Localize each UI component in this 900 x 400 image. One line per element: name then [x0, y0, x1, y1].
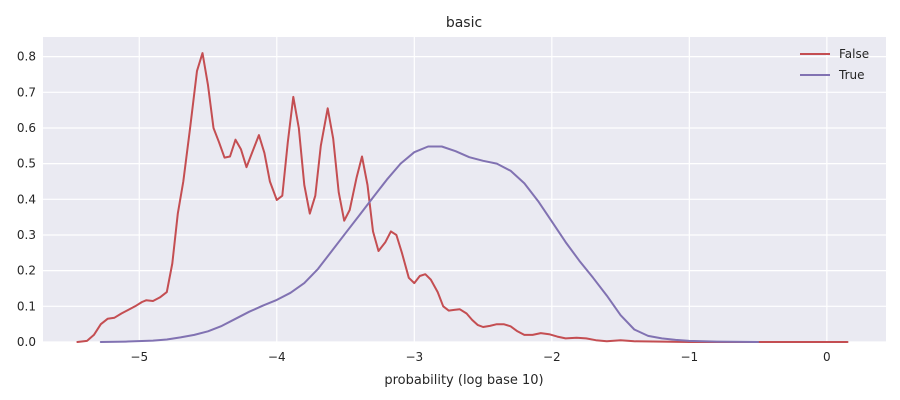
y-tick-label: 0.0	[17, 335, 36, 349]
plot-background	[43, 37, 886, 342]
y-tick-label: 0.6	[17, 121, 36, 135]
legend-label-false: False	[839, 47, 869, 61]
chart-title: basic	[446, 15, 482, 31]
y-tick-label: 0.8	[17, 50, 36, 64]
y-tick-label: 0.3	[17, 228, 36, 242]
series-layer	[76, 52, 849, 343]
x-tick-label: 0	[823, 350, 831, 364]
series-line-false	[76, 52, 849, 343]
x-tick-label: −4	[268, 350, 286, 364]
legend-label-true: True	[838, 68, 865, 82]
x-tick-label: −5	[130, 350, 148, 364]
x-tick-label: −3	[405, 350, 423, 364]
y-tick-label: 0.5	[17, 157, 36, 171]
y-tick-label: 0.1	[17, 299, 36, 313]
x-axis-ticks: −5 −4 −3 −2 −1 0	[130, 350, 830, 364]
grid	[43, 37, 886, 343]
x-tick-label: −2	[543, 350, 561, 364]
x-axis-label: probability (log base 10)	[384, 373, 543, 388]
y-axis-ticks: 0.0 0.1 0.2 0.3 0.4 0.5 0.6 0.7 0.8	[17, 50, 36, 349]
y-tick-label: 0.2	[17, 264, 36, 278]
x-tick-label: −1	[680, 350, 698, 364]
series-line-true	[99, 145, 760, 343]
legend: False True	[800, 47, 869, 82]
y-tick-label: 0.7	[17, 85, 36, 99]
y-tick-label: 0.4	[17, 192, 36, 206]
